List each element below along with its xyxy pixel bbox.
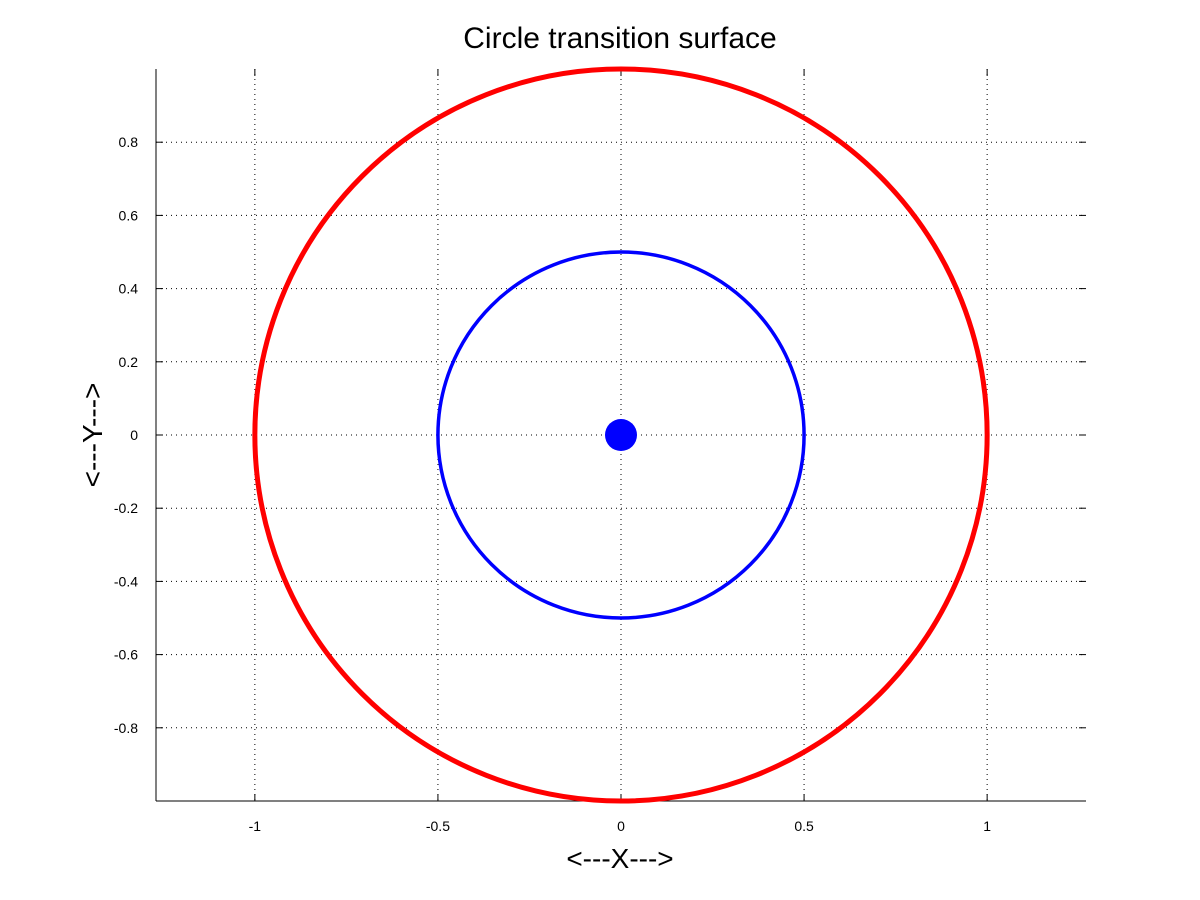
chart-title: Circle transition surface (463, 22, 776, 55)
y-axis-label: <---Y---> (77, 383, 108, 488)
tick-labels: -1 -0.5 0 0.5 1 -0.8 -0.6 -0.4 -0.2 0 0.2 0.4 0.6 0.8 (114, 134, 991, 834)
y-tick-label: 0 (130, 427, 138, 443)
outer-circle-series (252, 66, 990, 804)
y-tick-label: -0.4 (114, 573, 138, 589)
y-tick-label: 0.2 (119, 354, 139, 370)
y-tick-label: 0.4 (119, 281, 139, 297)
plot-series (252, 66, 990, 804)
y-tick-label: -0.8 (114, 720, 138, 736)
x-tick-label: -1 (249, 818, 262, 834)
y-tick-label: -0.2 (114, 500, 138, 516)
y-tick-label: 0.6 (119, 207, 139, 223)
y-tick-label: -0.6 (114, 647, 138, 663)
center-point-marker (605, 419, 637, 451)
x-tick-label: 1 (983, 818, 991, 834)
y-tick-label: 0.8 (119, 134, 139, 150)
x-tick-label: -0.5 (426, 818, 450, 834)
x-tick-label: 0 (617, 818, 625, 834)
inner-circle-series (436, 250, 806, 620)
x-tick-label: 0.5 (794, 818, 814, 834)
x-axis-label: <---X---> (566, 843, 673, 874)
